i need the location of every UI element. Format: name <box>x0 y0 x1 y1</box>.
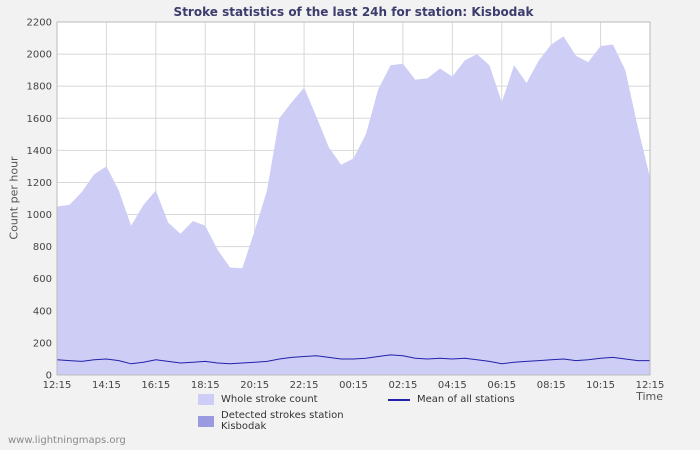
y-tick-label: 1400 <box>27 146 52 157</box>
x-tick-label: 22:15 <box>290 380 319 391</box>
y-tick-label: 0 <box>46 371 52 382</box>
legend-swatch-mean-line <box>388 398 410 401</box>
y-tick-label: 1600 <box>27 114 52 125</box>
legend-swatch-whole-area <box>198 394 214 405</box>
y-tick-label: 800 <box>33 242 52 253</box>
plot-border <box>56 21 651 376</box>
legend-item-whole-stroke-count: Whole stroke count <box>198 394 376 405</box>
y-tick-label: 2000 <box>27 50 52 61</box>
x-tick-label: 18:15 <box>191 380 220 391</box>
x-tick-label: 04:15 <box>438 380 467 391</box>
x-tick-label: 16:15 <box>141 380 170 391</box>
chart-legend: Whole stroke count Mean of all stations … <box>198 394 515 432</box>
x-tick-label: 14:15 <box>92 380 121 391</box>
x-tick-label: 10:15 <box>586 380 615 391</box>
legend-item-mean-of-all-stations: Mean of all stations <box>388 394 515 405</box>
x-axis-label: Time <box>636 390 663 403</box>
legend-label-mean: Mean of all stations <box>417 394 515 405</box>
x-tick-label: 20:15 <box>240 380 269 391</box>
y-tick-label: 1800 <box>27 82 52 93</box>
x-tick-label: 00:15 <box>339 380 368 391</box>
y-tick-label: 400 <box>33 306 52 317</box>
chart-title: Stroke statistics of the last 24h for st… <box>173 5 534 19</box>
y-tick-label: 200 <box>33 338 52 349</box>
y-tick-label: 600 <box>33 274 52 285</box>
legend-label-whole: Whole stroke count <box>221 394 318 405</box>
x-tick-label: 12:15 <box>43 380 72 391</box>
x-tick-label: 08:15 <box>537 380 566 391</box>
legend-item-detected-strokes: Detected strokes station Kisbodak <box>198 410 376 432</box>
legend-label-detected: Detected strokes station Kisbodak <box>221 410 344 432</box>
y-tick-label: 2200 <box>27 18 52 29</box>
series-whole <box>57 36 650 376</box>
watermark: www.lightningmaps.org <box>8 435 126 446</box>
y-tick-label: 1000 <box>27 210 52 221</box>
x-tick-label: 12:15 <box>636 380 665 391</box>
y-tick-label: 1200 <box>27 178 52 189</box>
x-tick-label: 02:15 <box>389 380 418 391</box>
series-mean <box>56 354 650 365</box>
x-tick-label: 06:15 <box>487 380 516 391</box>
legend-swatch-detected-area <box>198 415 214 427</box>
